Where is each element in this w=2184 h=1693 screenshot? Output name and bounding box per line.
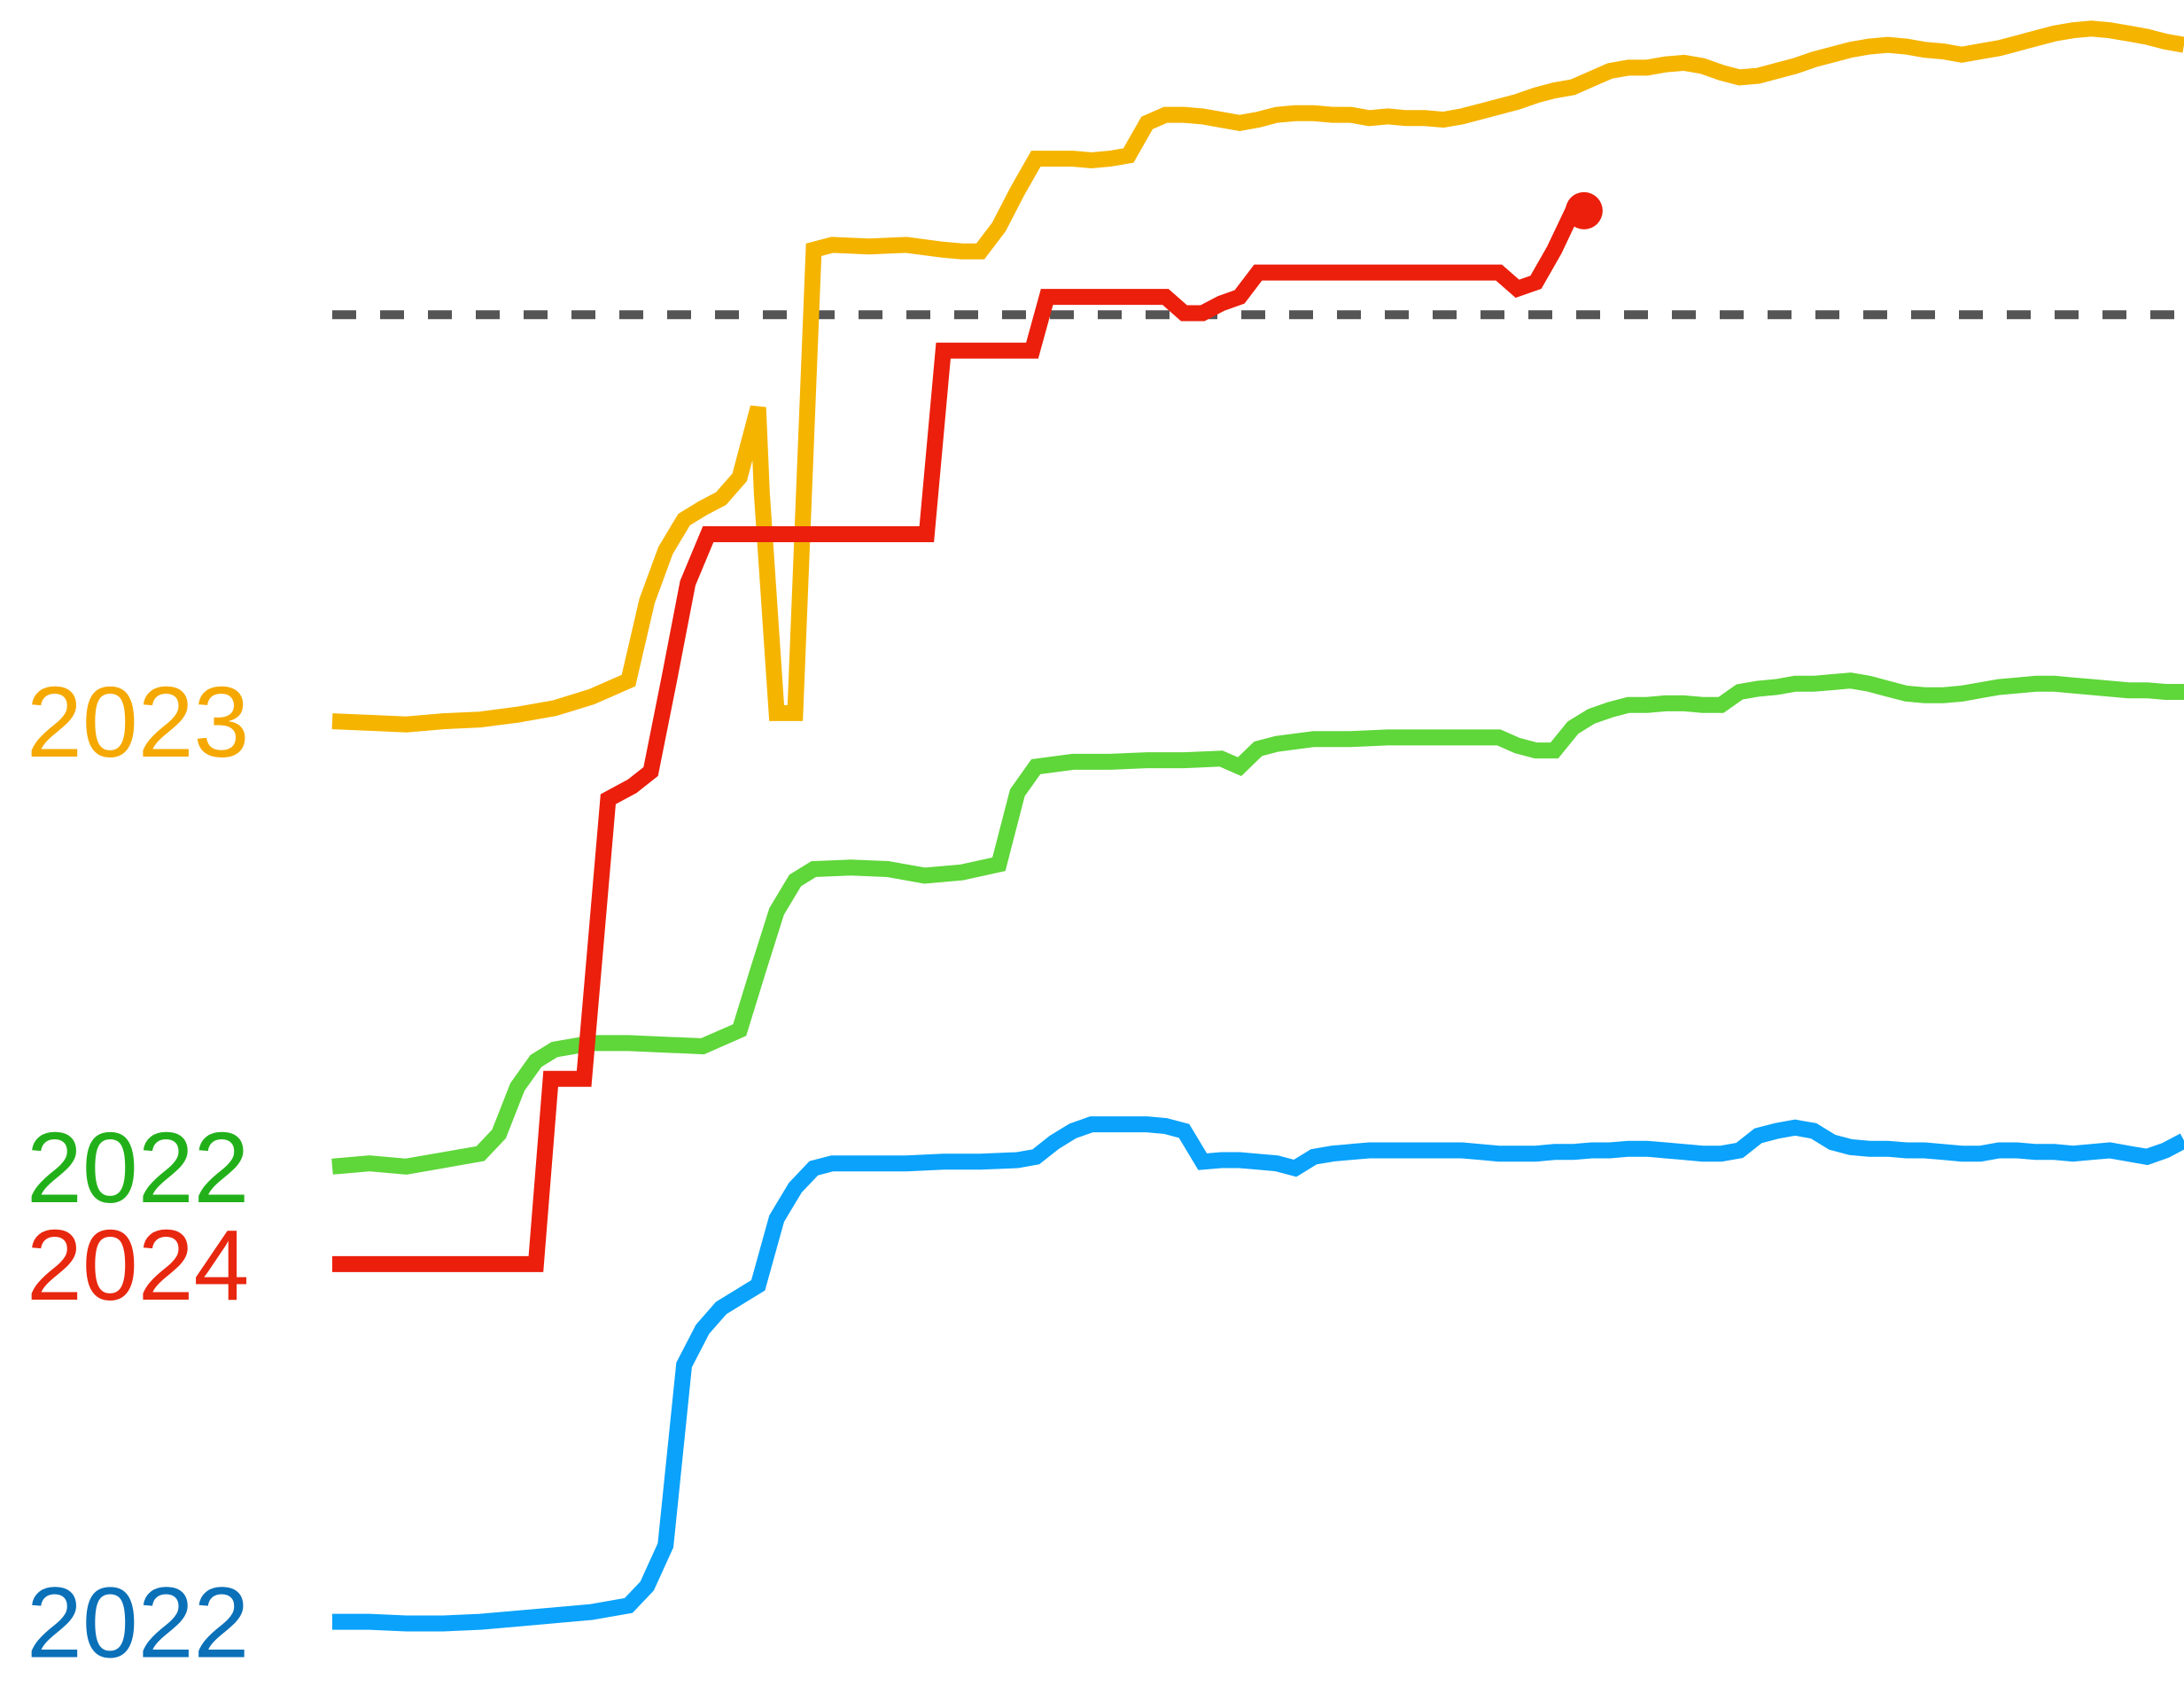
- series-line-2024: [332, 202, 1584, 1272]
- series-label-2024: 2024: [27, 1209, 249, 1321]
- series-label-2022-green: 2022: [27, 1112, 249, 1223]
- series-label-2023: 2023: [27, 666, 249, 778]
- series-end-marker-2024: [1565, 191, 1603, 229]
- series-line-2022-blue: [332, 1116, 2184, 1632]
- series-line-2022-green: [331, 672, 2184, 1175]
- series-line-2023: [331, 20, 2184, 733]
- series-label-2022-blue: 2022: [27, 1567, 249, 1679]
